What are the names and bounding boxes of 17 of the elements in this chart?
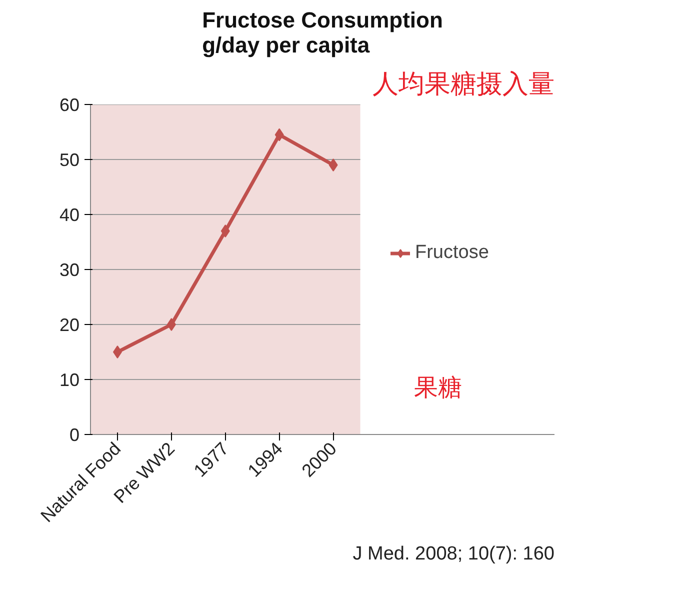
legend-label: Fructose — [415, 242, 489, 264]
text: 果糖 — [414, 374, 462, 402]
y-tick-label: 40 — [59, 205, 80, 225]
y-tick-label: 50 — [59, 150, 80, 170]
point — [112, 346, 122, 358]
y-tick-label: 20 — [59, 315, 80, 335]
point — [166, 318, 176, 331]
y-tick-label: 0 — [69, 425, 80, 445]
text: J Med. 2008; 10(7): 160 — [352, 544, 555, 564]
point — [220, 224, 230, 238]
y-tick-label: 30 — [59, 260, 80, 280]
y-tick-label: 10 — [59, 370, 80, 390]
y-tick-label: 60 — [59, 95, 80, 115]
point — [274, 128, 284, 142]
text: 人均果糖摄入量 — [372, 70, 554, 100]
point — [328, 158, 338, 172]
chart-title: Fructose Consumption g/day per capita — [202, 8, 443, 58]
